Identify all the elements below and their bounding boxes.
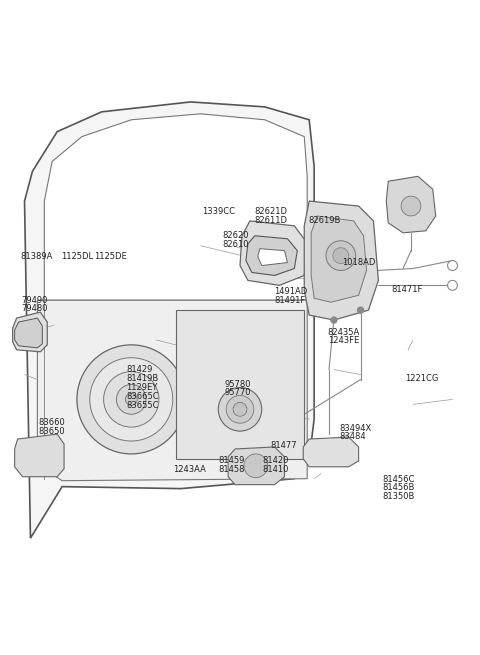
Text: 82619B: 82619B [309, 216, 341, 225]
Text: 82610: 82610 [222, 240, 249, 249]
Text: 82611D: 82611D [254, 216, 287, 225]
Text: 1129EY: 1129EY [126, 383, 157, 392]
Circle shape [244, 454, 268, 477]
Text: 81459: 81459 [219, 456, 245, 465]
Text: 81389A: 81389A [21, 252, 53, 261]
Polygon shape [228, 447, 285, 485]
Text: 79480: 79480 [21, 304, 48, 313]
Circle shape [117, 384, 146, 414]
Text: 95770: 95770 [225, 388, 252, 397]
Circle shape [401, 196, 421, 216]
Polygon shape [24, 102, 314, 538]
Text: 95780: 95780 [225, 379, 252, 388]
Text: 83665C: 83665C [126, 392, 159, 402]
Circle shape [447, 280, 457, 290]
Circle shape [333, 248, 349, 263]
Circle shape [331, 317, 337, 323]
Polygon shape [311, 216, 367, 302]
Text: 1243AA: 1243AA [174, 464, 206, 474]
Polygon shape [258, 249, 288, 265]
Text: 1221CG: 1221CG [405, 373, 439, 383]
Polygon shape [14, 434, 64, 477]
Text: 83484: 83484 [340, 432, 366, 441]
Text: 1491AD: 1491AD [274, 288, 307, 296]
Text: 1125DE: 1125DE [94, 252, 127, 261]
Text: 81410: 81410 [263, 464, 289, 474]
Text: 81419B: 81419B [126, 373, 158, 383]
Polygon shape [37, 300, 307, 481]
Text: 81350B: 81350B [383, 492, 415, 501]
Text: 81458: 81458 [219, 464, 245, 474]
Text: 81456C: 81456C [383, 475, 415, 484]
Circle shape [326, 241, 356, 271]
Circle shape [77, 345, 186, 454]
Polygon shape [246, 236, 297, 276]
Text: 82620: 82620 [222, 231, 249, 240]
Text: 81429: 81429 [126, 365, 153, 373]
Polygon shape [44, 114, 307, 300]
Circle shape [226, 396, 254, 423]
Text: 82435A: 82435A [328, 328, 360, 337]
Text: 81491F: 81491F [274, 295, 305, 305]
Text: 1243FE: 1243FE [328, 336, 359, 345]
Text: 79490: 79490 [21, 295, 47, 305]
Circle shape [447, 261, 457, 271]
Text: 81456B: 81456B [383, 483, 415, 493]
Circle shape [218, 388, 262, 431]
Polygon shape [386, 176, 436, 233]
Polygon shape [304, 201, 378, 320]
Text: 81477: 81477 [271, 441, 298, 450]
Polygon shape [240, 221, 309, 286]
Text: 81420: 81420 [263, 456, 289, 465]
Polygon shape [14, 318, 42, 348]
Polygon shape [303, 437, 359, 467]
Circle shape [233, 402, 247, 416]
Polygon shape [12, 312, 47, 352]
Text: 1339CC: 1339CC [202, 208, 235, 216]
Text: 83494X: 83494X [340, 424, 372, 433]
Text: 82621D: 82621D [254, 208, 287, 216]
Text: 81471F: 81471F [392, 285, 423, 293]
Circle shape [90, 358, 173, 441]
Text: 83650: 83650 [38, 427, 65, 436]
Bar [176, 310, 304, 459]
Circle shape [358, 307, 363, 313]
Text: 1018AD: 1018AD [342, 258, 375, 267]
Circle shape [125, 394, 137, 405]
Text: 1125DL: 1125DL [60, 252, 93, 261]
Circle shape [104, 371, 159, 427]
Text: 83655C: 83655C [126, 401, 158, 410]
Text: 83660: 83660 [38, 419, 65, 428]
